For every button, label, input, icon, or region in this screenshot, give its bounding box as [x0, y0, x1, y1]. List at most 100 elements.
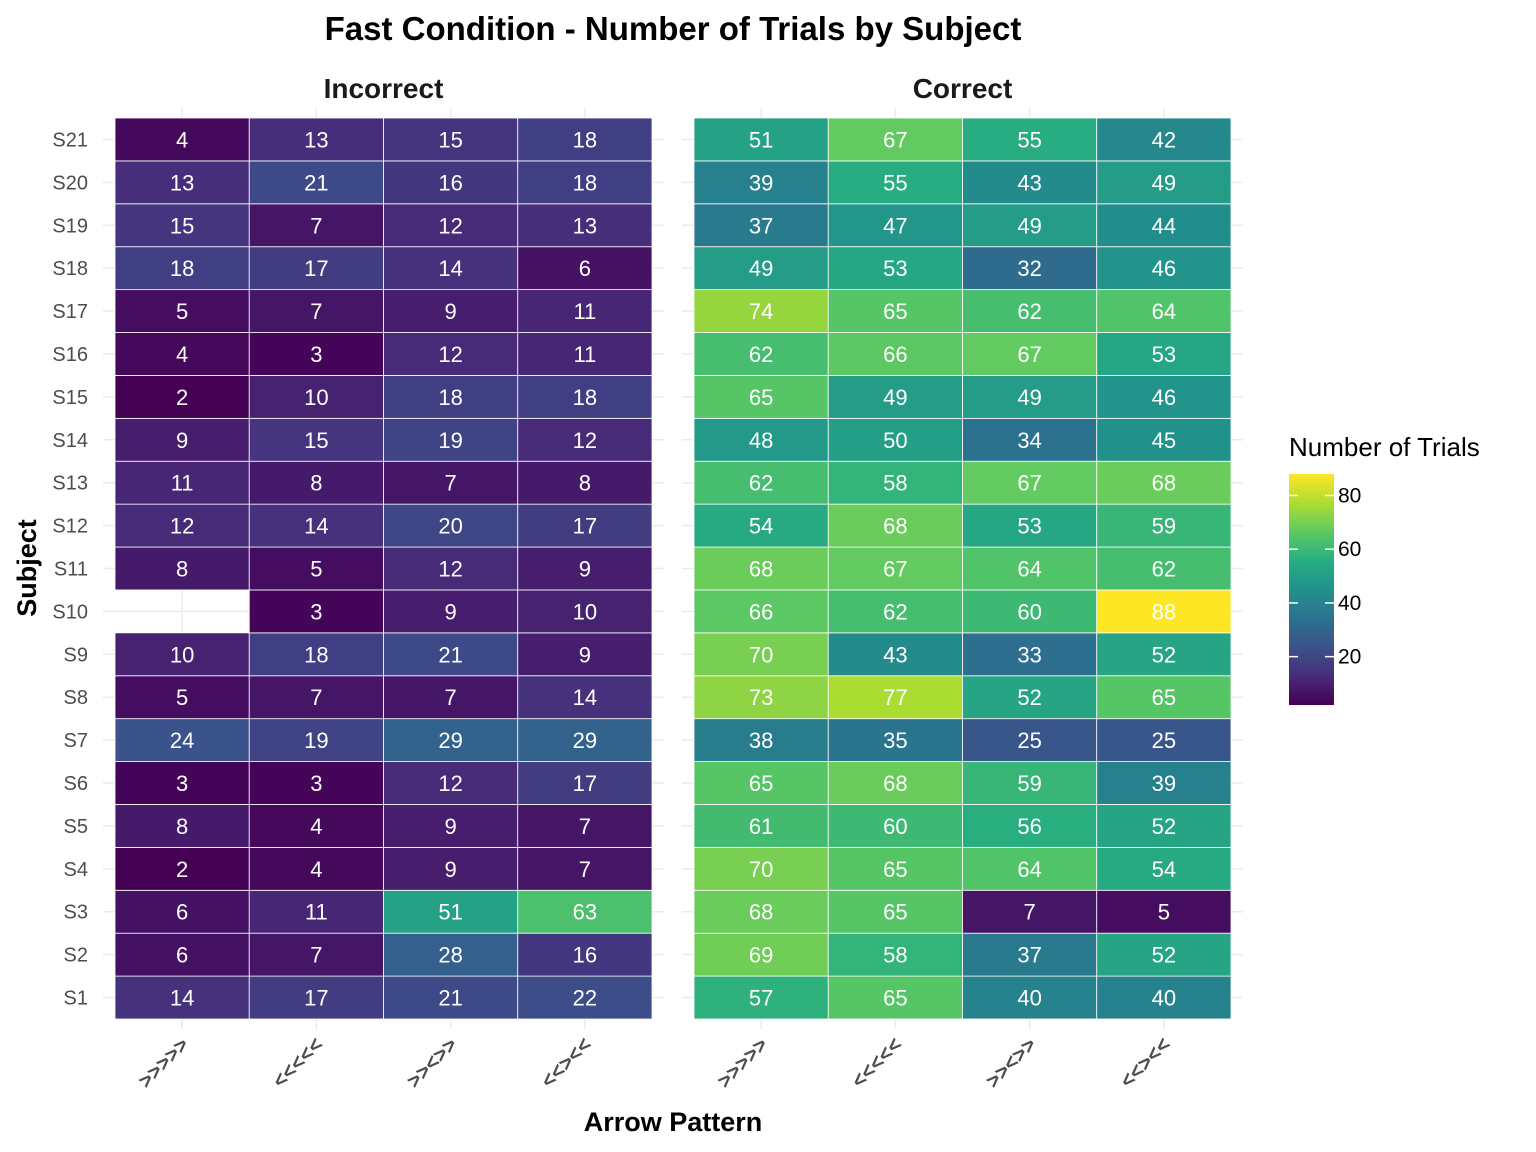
cell-value-label: 64 [1017, 857, 1041, 882]
heatmap-cell-incorrect-S20-2 [248, 160, 384, 205]
heatmap-cell-incorrect-S10-2 [248, 589, 384, 634]
cell-value-label: 12 [170, 514, 194, 539]
cell-value-label: 9 [579, 557, 591, 582]
cell-value-label: 7 [310, 213, 322, 238]
cell-value-label: 49 [749, 256, 773, 281]
heatmap-cell-incorrect-S4-2 [248, 846, 384, 891]
cell-value-label: 14 [170, 986, 194, 1011]
heatmap-cell-correct-S12-4 [1096, 503, 1232, 548]
heatmap-cell-incorrect-S2-3 [383, 932, 519, 977]
heatmap-cell-correct-S1-2 [827, 975, 963, 1020]
heatmap-cell-correct-S20-3 [962, 160, 1098, 205]
heatmap-cell-correct-S6-2 [827, 761, 963, 805]
heatmap-cell-incorrect-S11-1 [114, 546, 250, 591]
heatmap-cell-correct-S12-1 [693, 503, 829, 548]
y-tick-label: S2 [64, 945, 88, 967]
heatmap-cell-incorrect-S12-3 [383, 503, 519, 548]
cell-value-label: 62 [1017, 299, 1041, 324]
cell-value-label: 12 [438, 557, 462, 582]
cell-value-label: 7 [579, 814, 591, 839]
cell-value-label: 8 [176, 814, 188, 839]
cell-value-label: 62 [749, 342, 773, 367]
cell-value-label: 12 [438, 771, 462, 796]
cell-value-label: 7 [445, 685, 457, 710]
heatmap-cell-correct-S3-1 [693, 889, 829, 934]
y-axis-title: Subject [12, 519, 42, 617]
cell-value-label: 65 [749, 385, 773, 410]
cell-value-label: 65 [883, 986, 907, 1011]
heatmap-cell-incorrect-S18-4 [517, 246, 653, 291]
heatmap-cell-incorrect-S4-3 [383, 846, 519, 891]
cell-value-label: 3 [310, 771, 322, 796]
heatmap-cell-correct-S18-4 [1096, 246, 1232, 291]
heatmap-cell-incorrect-S20-1 [114, 160, 250, 205]
heatmap-cell-correct-S14-3 [962, 417, 1098, 462]
heatmap-cell-correct-S9-3 [962, 632, 1098, 677]
cell-value-label: 7 [445, 471, 457, 496]
cell-value-label: 15 [304, 428, 328, 453]
heatmap-cell-incorrect-S12-1 [114, 503, 250, 548]
heatmap-cell-incorrect-S19-4 [517, 203, 653, 248]
cell-value-label: 54 [1152, 857, 1176, 882]
heatmap-cell-correct-S8-3 [962, 675, 1098, 720]
heatmap-cell-correct-S15-4 [1096, 375, 1232, 419]
cell-value-label: 18 [304, 642, 328, 667]
cell-value-label: 43 [1017, 170, 1041, 195]
heatmap-cell-incorrect-S6-4 [517, 761, 653, 805]
heatmap-cell-correct-S18-3 [962, 246, 1098, 291]
heatmap-cell-correct-S17-4 [1096, 289, 1232, 333]
x-axis-title: Arrow Pattern [584, 1107, 763, 1137]
cell-value-label: 37 [1017, 943, 1041, 968]
heatmap-cell-incorrect-S10-4 [517, 589, 653, 634]
heatmap-cell-correct-S12-3 [962, 503, 1098, 548]
cell-value-label: 17 [304, 986, 328, 1011]
cell-value-label: 35 [883, 728, 907, 753]
cell-value-label: 51 [749, 127, 773, 152]
heatmap-cell-correct-S8-2 [827, 675, 963, 720]
cell-value-label: 6 [176, 943, 188, 968]
heatmap-cell-incorrect-S4-1 [114, 846, 250, 891]
cell-value-label: 39 [749, 170, 773, 195]
y-tick-label: S5 [64, 816, 88, 838]
heatmap-cell-incorrect-S14-1 [114, 417, 250, 462]
heatmap-cell-correct-S15-3 [962, 375, 1098, 419]
cell-value-label: 48 [749, 428, 773, 453]
cell-value-label: 18 [170, 256, 194, 281]
cell-value-label: 37 [749, 213, 773, 238]
cell-value-label: 46 [1152, 385, 1176, 410]
cell-value-label: 66 [749, 599, 773, 624]
cell-value-label: 70 [749, 642, 773, 667]
cell-value-label: 7 [310, 943, 322, 968]
cell-value-label: 11 [305, 900, 328, 925]
heatmap-cell-correct-S21-2 [827, 117, 963, 162]
y-tick-label: S19 [52, 215, 88, 237]
heatmap-cell-correct-S8-4 [1096, 675, 1232, 720]
cell-value-label: 49 [1017, 213, 1041, 238]
heatmap-cell-incorrect-S8-3 [383, 675, 519, 720]
heatmap-cell-incorrect-S13-3 [383, 460, 519, 505]
cell-value-label: 55 [1017, 127, 1041, 152]
heatmap-cell-correct-S7-1 [693, 718, 829, 762]
cell-value-label: 53 [883, 256, 907, 281]
legend-tick-label: 40 [1338, 592, 1361, 615]
cell-value-label: 68 [749, 900, 773, 925]
cell-value-label: 55 [883, 170, 907, 195]
cell-value-label: 43 [883, 642, 907, 667]
heatmap-cell-correct-S14-4 [1096, 417, 1232, 462]
cell-value-label: 62 [749, 471, 773, 496]
heatmap-cell-correct-S4-4 [1096, 846, 1232, 891]
cell-value-label: 24 [170, 728, 194, 753]
cell-value-label: 9 [445, 599, 457, 624]
heatmap-cell-correct-S16-1 [693, 332, 829, 376]
heatmap-cell-correct-S11-2 [827, 546, 963, 591]
cell-value-label: 65 [883, 857, 907, 882]
y-tick-label: S21 [52, 129, 88, 151]
cell-value-label: 13 [304, 127, 328, 152]
cell-value-label: 68 [883, 771, 907, 796]
y-tick-label: S20 [52, 172, 88, 194]
heatmap-cell-incorrect-S14-4 [517, 417, 653, 462]
heatmap-cell-correct-S5-2 [827, 804, 963, 848]
y-tick-label: S14 [52, 430, 88, 452]
y-tick-label: S11 [54, 559, 88, 581]
cell-value-label: 7 [1024, 900, 1036, 925]
